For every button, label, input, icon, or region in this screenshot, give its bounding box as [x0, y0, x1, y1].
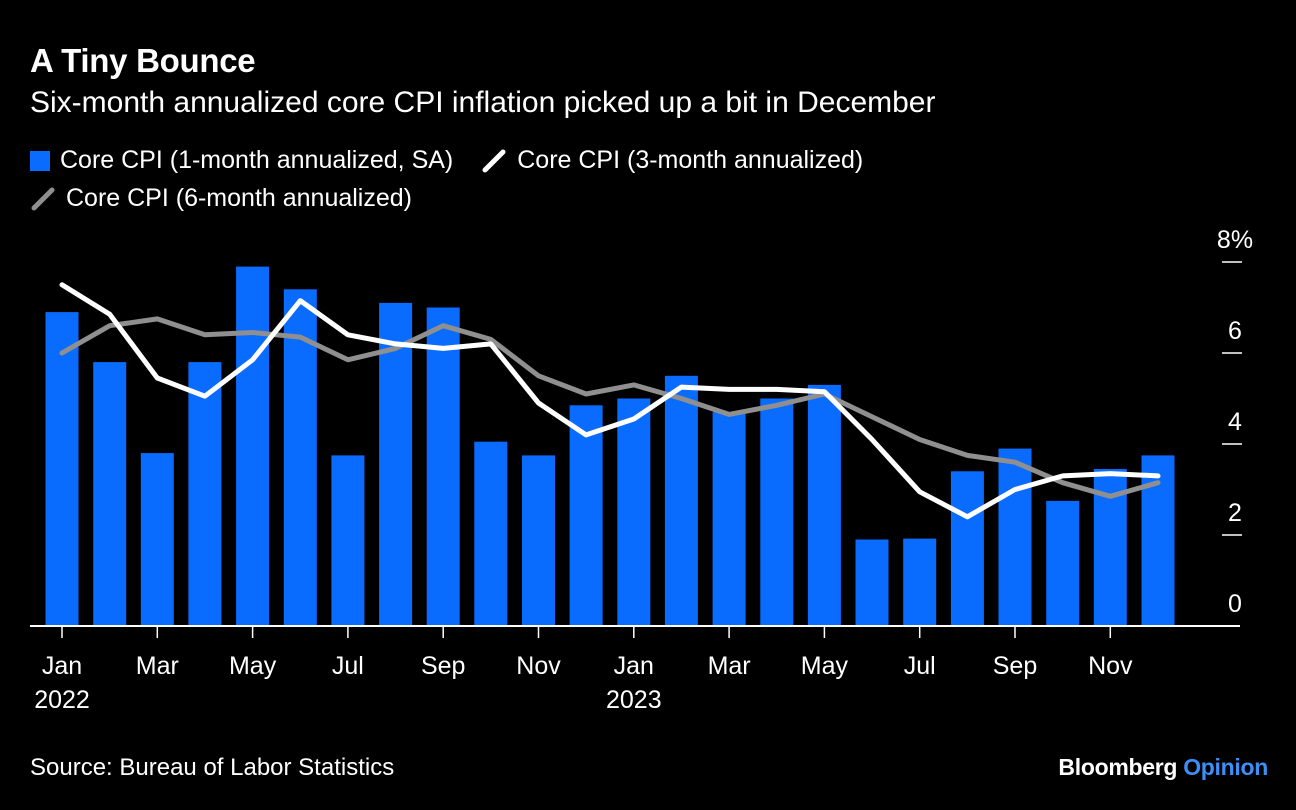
bar-2022-10 [474, 441, 508, 626]
bar-2022-06 [283, 289, 317, 626]
x-tick-label-18: Jul [904, 652, 936, 680]
legend-row-2: Core CPI (6-month annualized) [30, 184, 440, 213]
x-tick-label-16: May [801, 652, 849, 680]
x-tick-label-6: Jul [332, 652, 364, 680]
bar-2022-04 [188, 362, 222, 626]
bar-2022-12 [569, 405, 603, 626]
bar-2022-03 [140, 453, 174, 626]
bar-2023-07 [903, 538, 937, 626]
legend-item-line6: Core CPI (6-month annualized) [30, 184, 412, 213]
lines-layer [59, 282, 1161, 520]
bar-2022-07 [331, 455, 365, 626]
bar-2022-08 [379, 302, 413, 626]
bar-2023-10 [1046, 500, 1080, 626]
bar-2023-01 [617, 398, 651, 626]
legend-label-bars: Core CPI (1-month annualized, SA) [60, 146, 454, 174]
x-tick-label-12: Jan [614, 652, 654, 680]
legend-label-line6: Core CPI (6-month annualized) [66, 184, 412, 212]
y-tick-label-8: 8% [1217, 226, 1253, 254]
x-tick-label-22: Nov [1088, 652, 1133, 680]
x-tick-label-10: Nov [516, 652, 561, 680]
x-year-label-2023: 2023 [606, 686, 662, 714]
legend-swatch-line3 [482, 149, 506, 172]
legend-swatch-line6 [31, 187, 55, 210]
bar-2022-02 [93, 362, 127, 626]
x-tick-label-2: Mar [136, 652, 179, 680]
chart-subtitle: Six-month annualized core CPI inflation … [30, 86, 936, 119]
x-tick-label-8: Sep [421, 652, 465, 680]
bar-2023-08 [950, 471, 984, 626]
bar-2022-01 [45, 312, 79, 626]
x-tick-label-4: May [229, 652, 277, 680]
legend-row-1: Core CPI (1-month annualized, SA) Core C… [30, 146, 891, 175]
bar-2022-05 [236, 266, 270, 626]
bar-2023-06 [855, 539, 889, 626]
x-tick-label-0: Jan [42, 652, 82, 680]
bar-2023-05 [807, 384, 841, 626]
series-line-3month [59, 282, 1161, 520]
chart-title: A Tiny Bounce [30, 42, 256, 79]
x-year-label-2022: 2022 [34, 686, 90, 714]
bar-2023-02 [664, 375, 698, 627]
brand-logo: Bloomberg Opinion [1058, 754, 1268, 781]
axis-layer: 0 2 4 6 8% Jan 2022 Mar May Jul Sep Nov Jan 2023 Mar Ma… [30, 226, 1253, 714]
brand-primary: Bloomberg [1058, 754, 1178, 780]
y-tick-label-2: 2 [1228, 499, 1242, 527]
legend-item-bars: Core CPI (1-month annualized, SA) [30, 146, 453, 175]
bar-2022-09 [426, 307, 460, 626]
y-tick-label-4: 4 [1228, 408, 1242, 436]
y-tick-label-0: 0 [1228, 590, 1242, 618]
series-line-6month [59, 316, 1161, 499]
legend-item-line3: Core CPI (3-month annualized) [481, 146, 863, 175]
x-tick-label-14: Mar [708, 652, 751, 680]
legend-label-line3: Core CPI (3-month annualized) [517, 146, 864, 174]
bars-layer [45, 266, 1175, 627]
source-note: Source: Bureau of Labor Statistics [30, 754, 395, 781]
x-tick-label-20: Sep [993, 652, 1037, 680]
bar-2022-11 [522, 455, 555, 626]
legend-swatch-bars [30, 150, 50, 171]
y-tick-label-6: 6 [1228, 317, 1242, 345]
bar-2023-04 [760, 398, 794, 626]
bar-2023-09 [998, 448, 1032, 626]
bar-2023-03 [712, 412, 746, 626]
brand-secondary: Opinion [1183, 754, 1268, 780]
